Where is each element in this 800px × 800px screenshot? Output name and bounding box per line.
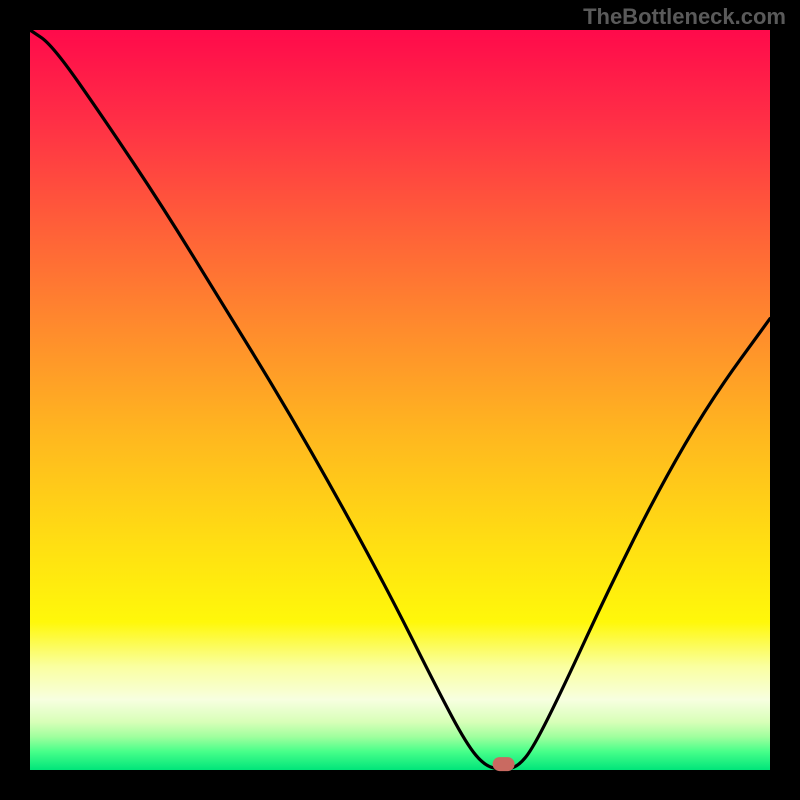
- bottleneck-chart: [0, 0, 800, 800]
- optimal-point-marker: [493, 757, 515, 771]
- gradient-background: [30, 30, 770, 770]
- chart-container: TheBottleneck.com: [0, 0, 800, 800]
- watermark-text: TheBottleneck.com: [583, 4, 786, 30]
